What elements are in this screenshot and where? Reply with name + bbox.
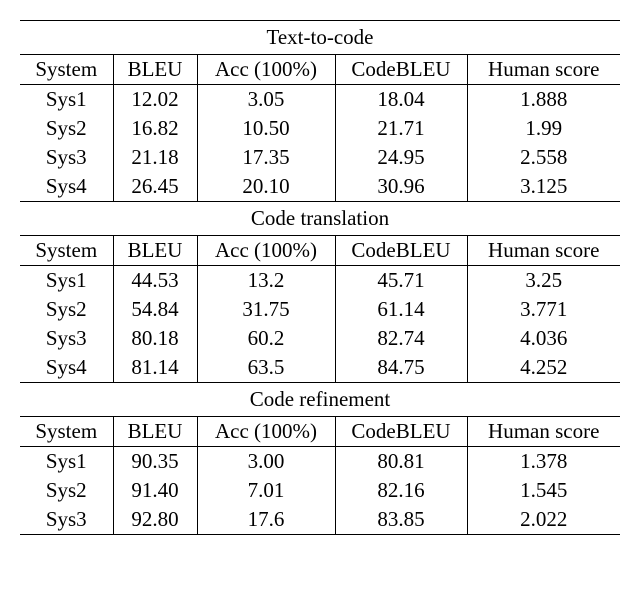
table-cell: 82.16	[335, 476, 467, 505]
table-cell: Sys2	[20, 476, 113, 505]
table-cell: 91.40	[113, 476, 197, 505]
table-cell: 83.85	[335, 505, 467, 535]
table-cell: Sys4	[20, 172, 113, 202]
table-cell: Sys1	[20, 266, 113, 296]
table-cell: 17.6	[197, 505, 335, 535]
column-header: CodeBLEU	[335, 55, 467, 85]
table-cell: 24.95	[335, 143, 467, 172]
table-cell: Sys1	[20, 447, 113, 477]
table-cell: 3.05	[197, 85, 335, 115]
table-cell: 60.2	[197, 324, 335, 353]
column-header: Human score	[467, 417, 620, 447]
column-header: CodeBLEU	[335, 417, 467, 447]
section-title: Code translation	[20, 202, 620, 236]
table-cell: 10.50	[197, 114, 335, 143]
section-title: Text-to-code	[20, 21, 620, 55]
table-cell: 81.14	[113, 353, 197, 383]
table-cell: 12.02	[113, 85, 197, 115]
column-header: BLEU	[113, 55, 197, 85]
column-header: Acc (100%)	[197, 55, 335, 85]
table-cell: 21.71	[335, 114, 467, 143]
table-cell: Sys3	[20, 505, 113, 535]
table-cell: 13.2	[197, 266, 335, 296]
table-cell: Sys3	[20, 324, 113, 353]
table-cell: 4.036	[467, 324, 620, 353]
table-cell: 20.10	[197, 172, 335, 202]
table-cell: 3.25	[467, 266, 620, 296]
section-title: Code refinement	[20, 383, 620, 417]
table-cell: 2.022	[467, 505, 620, 535]
table-cell: 3.771	[467, 295, 620, 324]
table-cell: 92.80	[113, 505, 197, 535]
table-cell: Sys2	[20, 114, 113, 143]
table-cell: 18.04	[335, 85, 467, 115]
table-cell: 45.71	[335, 266, 467, 296]
table-cell: 26.45	[113, 172, 197, 202]
table-cell: 2.558	[467, 143, 620, 172]
table-cell: 84.75	[335, 353, 467, 383]
column-header: Acc (100%)	[197, 417, 335, 447]
table-cell: 44.53	[113, 266, 197, 296]
results-table: Text-to-codeSystemBLEUAcc (100%)CodeBLEU…	[20, 20, 620, 535]
column-header: BLEU	[113, 417, 197, 447]
table-cell: 80.18	[113, 324, 197, 353]
column-header: System	[20, 55, 113, 85]
table-cell: 17.35	[197, 143, 335, 172]
table-cell: 82.74	[335, 324, 467, 353]
table-cell: 4.252	[467, 353, 620, 383]
table-cell: 61.14	[335, 295, 467, 324]
column-header: System	[20, 417, 113, 447]
table: Text-to-codeSystemBLEUAcc (100%)CodeBLEU…	[20, 20, 620, 535]
table-cell: Sys1	[20, 85, 113, 115]
column-header: System	[20, 236, 113, 266]
table-cell: Sys2	[20, 295, 113, 324]
table-cell: 80.81	[335, 447, 467, 477]
column-header: Acc (100%)	[197, 236, 335, 266]
table-cell: Sys3	[20, 143, 113, 172]
table-cell: 16.82	[113, 114, 197, 143]
table-cell: Sys4	[20, 353, 113, 383]
table-cell: 90.35	[113, 447, 197, 477]
table-cell: 1.888	[467, 85, 620, 115]
column-header: CodeBLEU	[335, 236, 467, 266]
table-cell: 30.96	[335, 172, 467, 202]
table-cell: 1.99	[467, 114, 620, 143]
column-header: BLEU	[113, 236, 197, 266]
table-cell: 54.84	[113, 295, 197, 324]
column-header: Human score	[467, 236, 620, 266]
column-header: Human score	[467, 55, 620, 85]
table-cell: 1.545	[467, 476, 620, 505]
table-cell: 1.378	[467, 447, 620, 477]
table-cell: 7.01	[197, 476, 335, 505]
table-cell: 31.75	[197, 295, 335, 324]
table-cell: 63.5	[197, 353, 335, 383]
table-cell: 3.00	[197, 447, 335, 477]
table-cell: 3.125	[467, 172, 620, 202]
table-cell: 21.18	[113, 143, 197, 172]
